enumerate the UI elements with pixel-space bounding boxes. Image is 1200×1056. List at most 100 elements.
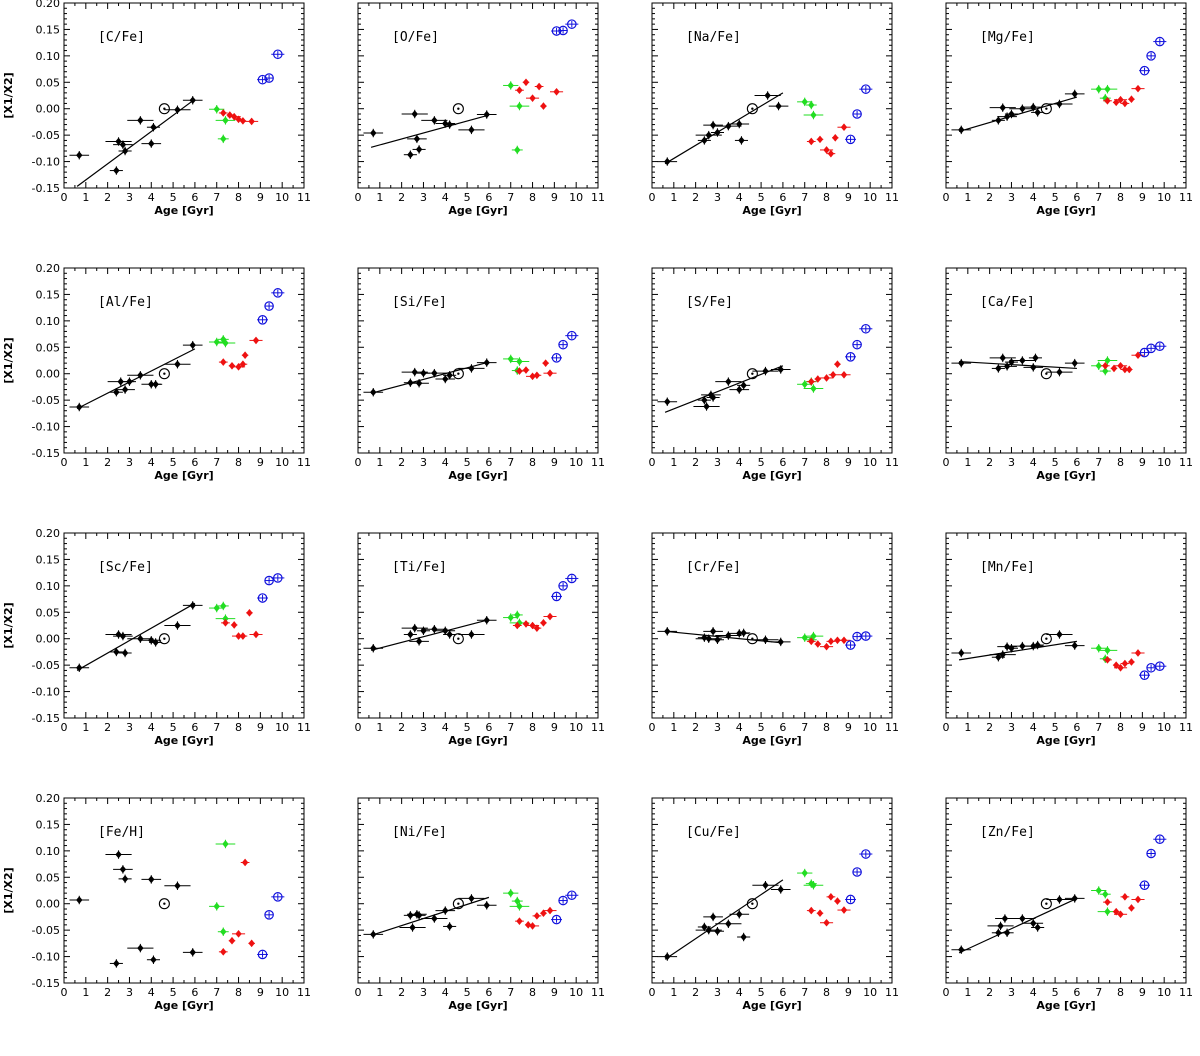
diamond-marker <box>468 630 475 639</box>
diamond-marker <box>533 624 541 632</box>
x-tick-label: 6 <box>485 456 492 469</box>
red-data-point <box>1131 84 1145 93</box>
y-tick-label: -0.15 <box>32 447 60 460</box>
x-tick-label: 9 <box>551 191 558 204</box>
red-data-point <box>826 149 836 158</box>
black-data-point <box>149 380 163 389</box>
x-tick-label: 0 <box>649 986 656 999</box>
x-tick-label: 2 <box>104 191 111 204</box>
diamond-marker <box>220 602 227 610</box>
diamond-marker <box>431 914 438 923</box>
diamond-marker <box>808 101 815 109</box>
diamond-marker <box>1126 365 1133 374</box>
panel-c-fe: 0 1 2 3 4 5 6 7 8 9 10 11 -0.15 -0.10 -0.05 0.00 0.05 0.1… <box>2 0 311 217</box>
red-data-point <box>532 371 542 380</box>
black-data-point <box>127 371 154 380</box>
sun-symbol <box>746 898 758 910</box>
diamond-marker <box>827 893 835 901</box>
x-tick-label: 4 <box>736 191 743 204</box>
diamond-marker <box>827 149 835 158</box>
black-data-point <box>403 150 417 159</box>
x-tick-label: 1 <box>376 191 383 204</box>
red-data-point <box>1128 658 1135 666</box>
x-tick-label: 5 <box>464 986 471 999</box>
x-tick-label: 3 <box>714 456 721 469</box>
diamond-marker <box>546 369 554 377</box>
linear-fit-line <box>76 348 196 410</box>
red-data-point <box>543 612 557 621</box>
sun-symbol-dot <box>163 902 166 905</box>
black-data-point <box>737 628 751 638</box>
x-tick-label: 5 <box>1052 721 1059 734</box>
sun-symbol <box>158 368 170 380</box>
diamond-marker <box>777 365 784 374</box>
x-tick-label: 7 <box>1095 191 1102 204</box>
x-tick-label: 7 <box>801 986 808 999</box>
green-data-point <box>805 100 817 110</box>
diamond-marker <box>738 136 745 145</box>
black-data-point <box>737 381 751 390</box>
black-data-point <box>412 145 426 154</box>
x-axis-title: Age [Gyr] <box>1036 469 1095 482</box>
red-data-point <box>1103 96 1112 105</box>
x-tick-label: 3 <box>420 986 427 999</box>
x-tick-label: 11 <box>591 721 605 734</box>
y-tick-label: 0.15 <box>36 553 61 566</box>
red-data-point <box>806 637 816 646</box>
panel-mg-fe: 0 1 2 3 4 5 6 7 8 9 10 11 Age [Gyr] [Mg/Fe] <box>943 2 1193 217</box>
panel-label: [Ni/Fe] <box>392 825 447 840</box>
black-data-point <box>657 627 678 636</box>
diamond-marker <box>230 621 238 629</box>
x-tick-label: 3 <box>1008 456 1015 469</box>
sun-symbol-dot <box>1045 637 1048 640</box>
black-data-point <box>1046 367 1073 377</box>
open-marker <box>273 573 283 583</box>
diamond-marker <box>370 129 377 137</box>
x-tick-label: 9 <box>845 986 852 999</box>
diamond-marker <box>533 912 541 920</box>
diamond-marker <box>1071 641 1078 650</box>
diamond-marker <box>514 146 521 154</box>
blue-data-point <box>845 351 856 362</box>
red-data-point <box>806 137 816 146</box>
y-tick-label: 0.10 <box>36 50 61 63</box>
x-tick-label: 11 <box>885 721 899 734</box>
open-marker <box>257 593 268 603</box>
diamond-marker <box>468 126 475 134</box>
diamond-marker <box>507 81 514 90</box>
diamond-marker <box>762 881 769 890</box>
panel-label: [Cr/Fe] <box>686 560 741 575</box>
x-tick-label: 11 <box>1179 456 1193 469</box>
diamond-marker <box>411 110 418 118</box>
diamond-marker <box>1104 646 1111 655</box>
open-marker <box>558 339 568 350</box>
diamond-marker <box>522 366 530 374</box>
x-tick-label: 6 <box>191 986 198 999</box>
black-data-point <box>363 128 384 138</box>
diamond-marker <box>220 927 227 936</box>
black-data-point <box>403 630 417 639</box>
blue-data-point <box>271 573 285 583</box>
black-data-point <box>476 615 497 625</box>
x-tick-label: 11 <box>885 986 899 999</box>
diamond-marker <box>801 869 808 877</box>
black-data-point <box>443 371 457 380</box>
linear-fit-line <box>370 619 490 651</box>
diamond-marker <box>840 123 848 132</box>
y-tick-label: 0.10 <box>36 845 61 858</box>
x-tick-label: 9 <box>551 986 558 999</box>
diamond-marker <box>189 96 196 105</box>
y-tick-label: 0.00 <box>36 368 61 381</box>
diamond-marker <box>1071 894 1078 903</box>
diamond-marker <box>1112 907 1120 916</box>
red-data-point <box>1110 364 1118 373</box>
blue-data-point <box>1139 880 1150 891</box>
green-data-point <box>1097 646 1118 655</box>
sun-symbol <box>746 368 758 380</box>
diamond-marker <box>823 146 830 154</box>
open-marker <box>861 323 871 334</box>
open-marker <box>1139 880 1150 891</box>
red-data-point <box>814 640 822 648</box>
diamond-marker <box>714 635 721 644</box>
red-data-point <box>826 893 836 901</box>
